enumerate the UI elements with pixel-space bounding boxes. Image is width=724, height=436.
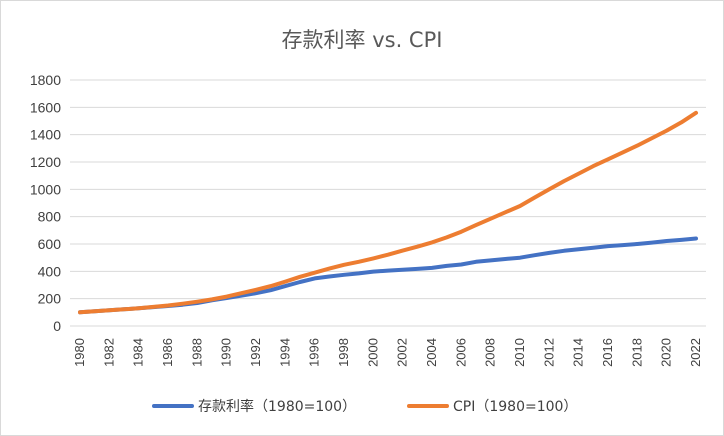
series-line-1 [78,236,698,315]
legend-label-1: 存款利率（1980=100） [198,398,356,415]
x-tick-label: 1996 [307,338,322,367]
y-tick-label: 200 [38,291,62,307]
y-axis-ticks: 0 200 400 600 800 1000 1200 1400 1600 1800 [30,72,61,334]
x-tick-label: 2006 [453,338,468,367]
x-tick-label: 2012 [541,338,556,367]
x-tick-label: 2020 [659,338,674,367]
x-tick-label: 1980 [72,338,87,367]
x-tick-label: 2018 [629,338,644,367]
series-lines [78,110,698,315]
x-tick-label: 1998 [336,338,351,367]
x-tick-label: 1982 [101,338,116,367]
x-tick-label: 1988 [189,338,204,367]
y-tick-label: 400 [38,263,62,279]
x-tick-label: 1990 [219,338,234,367]
x-tick-label: 2010 [512,338,527,367]
chart-title: 存款利率 vs. CPI [282,28,443,52]
y-tick-label: 800 [38,209,62,225]
y-tick-label: 1000 [30,181,61,197]
y-tick-label: 1200 [30,154,61,170]
x-tick-label: 1984 [131,338,146,367]
x-tick-label: 2022 [688,338,703,367]
y-tick-label: 1400 [30,127,61,143]
y-tick-label: 600 [38,236,62,252]
x-tick-label: 2002 [395,338,410,367]
series-line-2 [78,110,698,315]
y-tick-label: 1600 [30,99,61,115]
legend-label-2: CPI（1980=100） [453,399,577,415]
y-tick-label: 0 [53,318,61,334]
x-tick-label: 2016 [600,338,615,367]
x-tick-label: 2014 [571,338,586,367]
x-tick-label: 2004 [424,338,439,367]
y-tick-label: 1800 [30,72,61,88]
x-tick-label: 1986 [160,338,175,367]
x-tick-label: 2000 [365,338,380,367]
x-tick-label: 2008 [483,338,498,367]
gridlines [70,79,706,327]
legend: 存款利率（1980=100） CPI（1980=100） [152,398,577,415]
x-tick-label: 1994 [277,338,292,367]
x-axis-ticks: 1980 1982 1984 1986 1988 1990 1992 1994 1996 1998… [72,338,703,367]
x-tick-label: 1992 [248,338,263,367]
